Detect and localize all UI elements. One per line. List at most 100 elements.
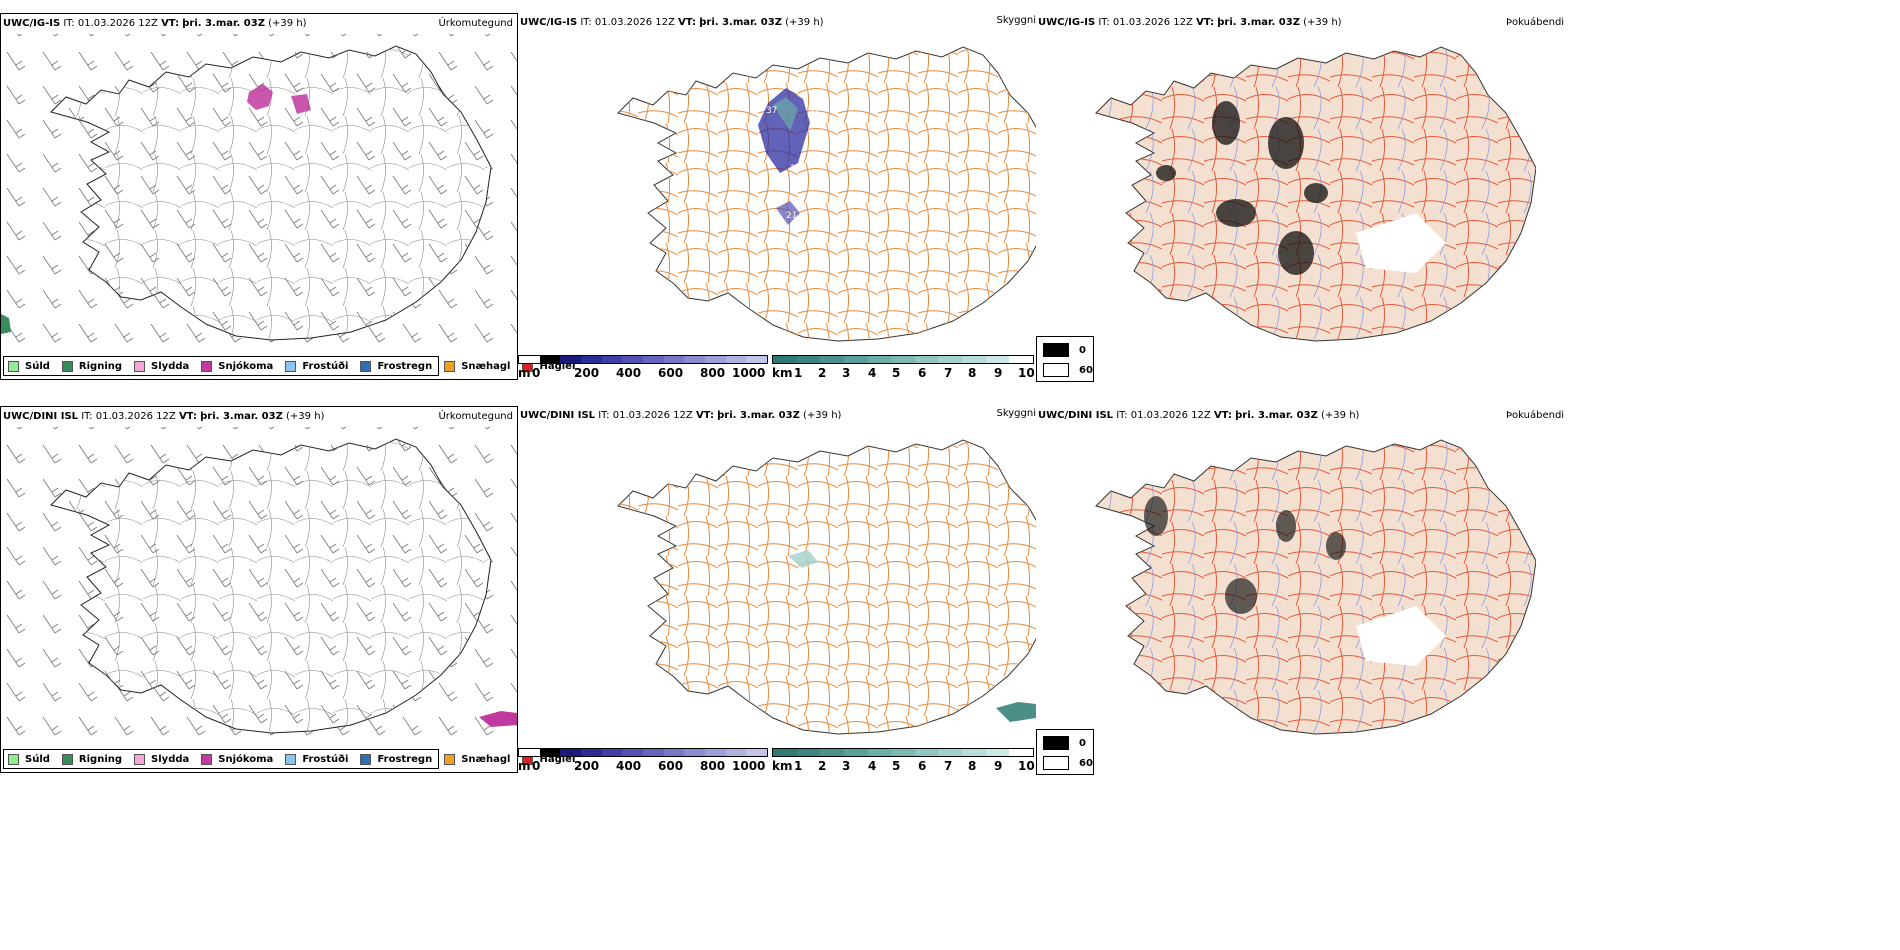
contour-label: 21 (786, 211, 797, 221)
visibility-color-step (914, 749, 939, 756)
snow-area (479, 711, 517, 727)
glacier (1356, 606, 1446, 666)
elevation-color-step (684, 749, 706, 756)
visibility-ticks: km 1 2 3 4 5 6 7 8 9 10 (772, 366, 1035, 380)
visibility-map (617, 439, 1036, 735)
precip-legend: Súld Rigning Slydda Snjókoma Frostúði Fr… (3, 356, 575, 376)
rain-area (1, 314, 11, 334)
precip-type-map (1, 427, 517, 742)
elevation-color-step (663, 749, 685, 756)
visibility-colorbar (772, 748, 1034, 757)
fog-legend: 0 60 (1036, 336, 1094, 382)
legend-item-snjokoma: Snjókoma (201, 753, 273, 765)
visibility-color-step (867, 749, 892, 756)
elevation-color-step (725, 356, 747, 363)
elevation-ticks: m 0 200 400 600 800 1000 (518, 759, 766, 773)
visibility-color-step (985, 749, 1010, 756)
elevation-color-step (663, 356, 685, 363)
visibility-area (788, 550, 818, 568)
legend-item-frostregn: Frostregn (360, 360, 432, 372)
visibility-color-step (773, 749, 797, 756)
visibility-map: 37 37 15 21 (617, 46, 1036, 342)
visibility-color-step (843, 749, 868, 756)
visibility-color-step (796, 749, 821, 756)
elevation-color-step (539, 749, 561, 756)
panel-title: UWC/DINI ISL IT: 01.03.2026 12Z VT: þri.… (3, 411, 325, 422)
elevation-color-step (519, 356, 540, 363)
visibility-color-step (891, 749, 915, 756)
elevation-color-step (622, 356, 644, 363)
panel-fog-row2: UWC/DINI ISL IT: 01.03.2026 12Z VT: þri.… (1036, 406, 1900, 773)
panel-precip-type-row2: UWC/DINI ISL IT: 01.03.2026 12Z VT: þri.… (0, 406, 575, 773)
visibility-color-step (891, 356, 915, 363)
elevation-color-step (581, 356, 602, 363)
elevation-color-step (601, 356, 623, 363)
elevation-color-step (519, 749, 540, 756)
visibility-color-step (962, 356, 986, 363)
panel-visibility-row2: UWC/DINI ISL IT: 01.03.2026 12Z VT: þri.… (518, 406, 1036, 773)
visibility-color-step (938, 356, 963, 363)
elevation-color-step (539, 356, 561, 363)
elevation-color-step (581, 749, 602, 756)
elevation-color-step (560, 356, 582, 363)
glacier (1356, 213, 1446, 273)
elevation-color-step (601, 749, 623, 756)
elevation-color-step (643, 356, 664, 363)
panel-title: UWC/DINI ISL IT: 01.03.2026 12Z VT: þri.… (520, 410, 842, 421)
elevation-color-step (725, 749, 747, 756)
elevation-color-step (705, 356, 726, 363)
contour-label: 15 (790, 164, 801, 174)
fog-map (1095, 439, 1536, 735)
elevation-color-step (622, 749, 644, 756)
fog-legend: 0 60 (1036, 729, 1094, 775)
panel-title: UWC/IG-IS IT: 01.03.2026 12Z VT: þri. 3.… (3, 18, 307, 29)
elevation-color-step (746, 749, 768, 756)
visibility-color-step (796, 356, 821, 363)
panel-precip-type-row1: UWC/IG-IS IT: 01.03.2026 12Z VT: þri. 3.… (0, 13, 575, 380)
panel-title: UWC/IG-IS IT: 01.03.2026 12Z VT: þri. 3.… (1038, 17, 1342, 28)
snow-area (247, 84, 273, 110)
elevation-color-step (705, 749, 726, 756)
low-visibility-area (776, 201, 800, 225)
legend-item-rigning: Rigning (61, 753, 122, 765)
elevation-colorbar (518, 355, 768, 364)
legend-item-slydda: Slydda (134, 753, 189, 765)
visibility-color-step (820, 749, 844, 756)
precip-type-label: Úrkomutegund (438, 18, 513, 29)
legend-item-frostudi: Frostúði (285, 360, 348, 372)
fog-label: Þokuábendi (1506, 17, 1565, 28)
legend-item-frostregn: Frostregn (360, 753, 432, 765)
elevation-color-step (560, 749, 582, 756)
legend-item-slydda: Slydda (134, 360, 189, 372)
legend-item-rigning: Rigning (61, 360, 122, 372)
elevation-ticks: m 0 200 400 600 800 1000 (518, 366, 766, 380)
elevation-colorbar (518, 748, 768, 757)
visibility-color-step (962, 749, 986, 756)
legend-item-snjokoma: Snjókoma (201, 360, 273, 372)
visibility-color-step (938, 749, 963, 756)
legend-item-snaehagl: Snæhagl (444, 360, 510, 372)
fog-patches (1156, 101, 1328, 275)
contour-label: 37 (766, 106, 777, 116)
fog-patches (1144, 496, 1346, 614)
visibility-color-step (1009, 749, 1034, 756)
visibility-color-step (773, 356, 797, 363)
elevation-color-step (643, 749, 664, 756)
panel-title: UWC/DINI ISL IT: 01.03.2026 12Z VT: þri.… (1038, 410, 1360, 421)
visibility-color-step (843, 356, 868, 363)
visibility-color-step (914, 356, 939, 363)
low-visibility-area (996, 702, 1036, 722)
visibility-color-step (1009, 356, 1034, 363)
panel-visibility-row1: UWC/IG-IS IT: 01.03.2026 12Z VT: þri. 3.… (518, 13, 1036, 380)
panel-title: UWC/IG-IS IT: 01.03.2026 12Z VT: þri. 3.… (520, 17, 824, 28)
visibility-color-step (867, 356, 892, 363)
precip-type-map (1, 34, 517, 349)
visibility-label: Skyggni (996, 408, 1036, 419)
elevation-color-step (746, 356, 768, 363)
precip-legend: Súld Rigning Slydda Snjókoma Frostúði Fr… (3, 749, 575, 769)
fog-label: Þokuábendi (1506, 410, 1565, 421)
fog-map (1095, 46, 1536, 342)
legend-item-frostudi: Frostúði (285, 753, 348, 765)
visibility-color-step (820, 356, 844, 363)
precip-type-label: Úrkomutegund (438, 411, 513, 422)
